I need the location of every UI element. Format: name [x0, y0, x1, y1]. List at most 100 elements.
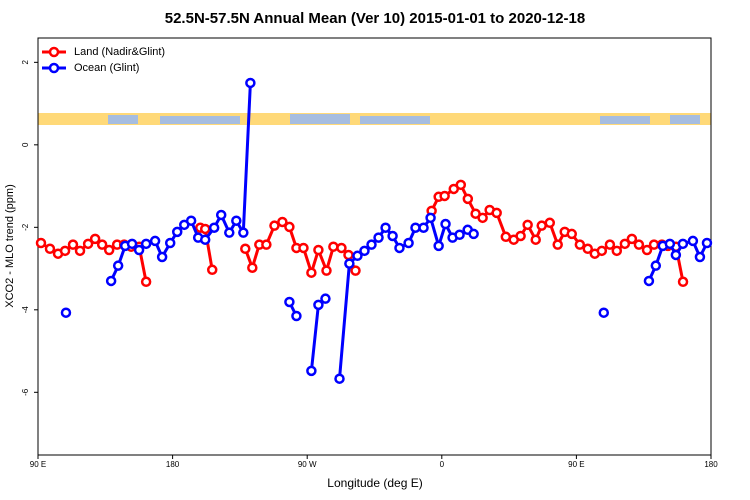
data-point	[291, 310, 302, 322]
data-point	[199, 223, 211, 235]
x-tick-label: 180	[166, 460, 180, 469]
band-ocean	[670, 115, 700, 124]
x-tick-label: 90 E	[568, 460, 584, 469]
data-point	[701, 237, 713, 249]
data-point	[67, 239, 79, 250]
data-point	[670, 249, 682, 261]
data-point	[410, 222, 421, 233]
data-point	[313, 244, 324, 256]
band-ocean	[360, 116, 430, 124]
legend-swatch-point	[48, 46, 60, 58]
data-point	[185, 215, 197, 226]
x-tick-label: 90 W	[298, 460, 317, 469]
data-point	[477, 212, 488, 224]
data-point	[643, 275, 655, 287]
data-point	[328, 241, 339, 252]
data-point	[366, 239, 377, 250]
data-point	[238, 227, 249, 238]
data-point	[306, 365, 317, 377]
data-point	[59, 245, 71, 257]
data-point	[582, 243, 594, 255]
data-point	[515, 230, 526, 242]
data-point	[140, 276, 152, 288]
data-point	[336, 242, 347, 254]
data-point	[112, 260, 124, 271]
x-tick-label: 90 E	[30, 460, 46, 469]
data-point	[522, 219, 533, 231]
data-point	[343, 249, 354, 261]
data-point	[35, 237, 47, 249]
data-point	[694, 251, 706, 263]
data-point	[552, 239, 563, 250]
data-point	[425, 212, 436, 224]
band-ocean	[600, 116, 650, 124]
data-point	[44, 243, 56, 255]
data-point	[626, 233, 638, 245]
data-point	[574, 239, 586, 250]
data-point	[284, 221, 295, 233]
data-point	[677, 238, 689, 250]
y-axis-label: XCO2 - MLO trend (ppm)	[4, 184, 16, 307]
y-tick-label: -2	[21, 223, 30, 231]
data-point	[468, 228, 479, 240]
data-point	[596, 245, 608, 257]
data-point	[380, 222, 391, 233]
data-point	[89, 233, 101, 245]
data-point	[387, 230, 398, 242]
x-tick-label: 0	[440, 460, 445, 469]
data-point	[231, 215, 242, 226]
data-point	[352, 250, 363, 262]
data-point	[284, 296, 295, 308]
data-point	[439, 190, 450, 202]
data-point	[60, 307, 72, 318]
data-point	[206, 264, 218, 276]
data-point	[641, 244, 653, 256]
data-point	[208, 222, 220, 233]
data-point	[298, 242, 309, 254]
data-point	[74, 245, 86, 257]
data-point	[245, 77, 256, 89]
legend-swatch-point	[48, 62, 60, 74]
data-point	[261, 239, 272, 250]
data-point	[344, 258, 355, 269]
data-point	[149, 235, 161, 247]
data-point	[536, 220, 547, 231]
data-point	[650, 260, 662, 271]
data-point	[140, 238, 152, 250]
series-line	[40, 183, 685, 283]
data-point	[373, 232, 384, 243]
data-point	[611, 245, 623, 257]
y-tick-label: 0	[21, 142, 30, 147]
band-ocean	[290, 114, 350, 124]
data-point	[156, 251, 168, 263]
x-axis-label: Longitude (deg E)	[327, 476, 422, 490]
data-point	[454, 229, 465, 240]
data-point	[96, 239, 108, 250]
data-point	[269, 220, 280, 231]
data-point	[403, 237, 414, 249]
data-point	[277, 216, 288, 228]
data-point	[103, 244, 115, 256]
data-point	[321, 265, 332, 276]
data-point	[215, 209, 227, 221]
data-point	[171, 226, 183, 238]
data-point	[433, 240, 444, 252]
data-point	[313, 299, 324, 311]
band-ocean	[108, 115, 138, 124]
data-point	[598, 307, 610, 318]
data-point	[544, 217, 556, 229]
data-point	[126, 238, 138, 250]
data-point	[224, 227, 235, 238]
y-tick-label: 2	[21, 60, 30, 65]
data-point	[633, 239, 645, 250]
data-point	[664, 238, 676, 250]
data-point	[199, 234, 211, 245]
data-point	[566, 228, 578, 240]
data-point	[350, 265, 361, 276]
data-point	[530, 234, 541, 245]
data-point	[320, 293, 331, 304]
data-point	[105, 275, 117, 287]
x-tick-label: 180	[704, 460, 718, 469]
y-tick-label: -6	[21, 388, 30, 396]
